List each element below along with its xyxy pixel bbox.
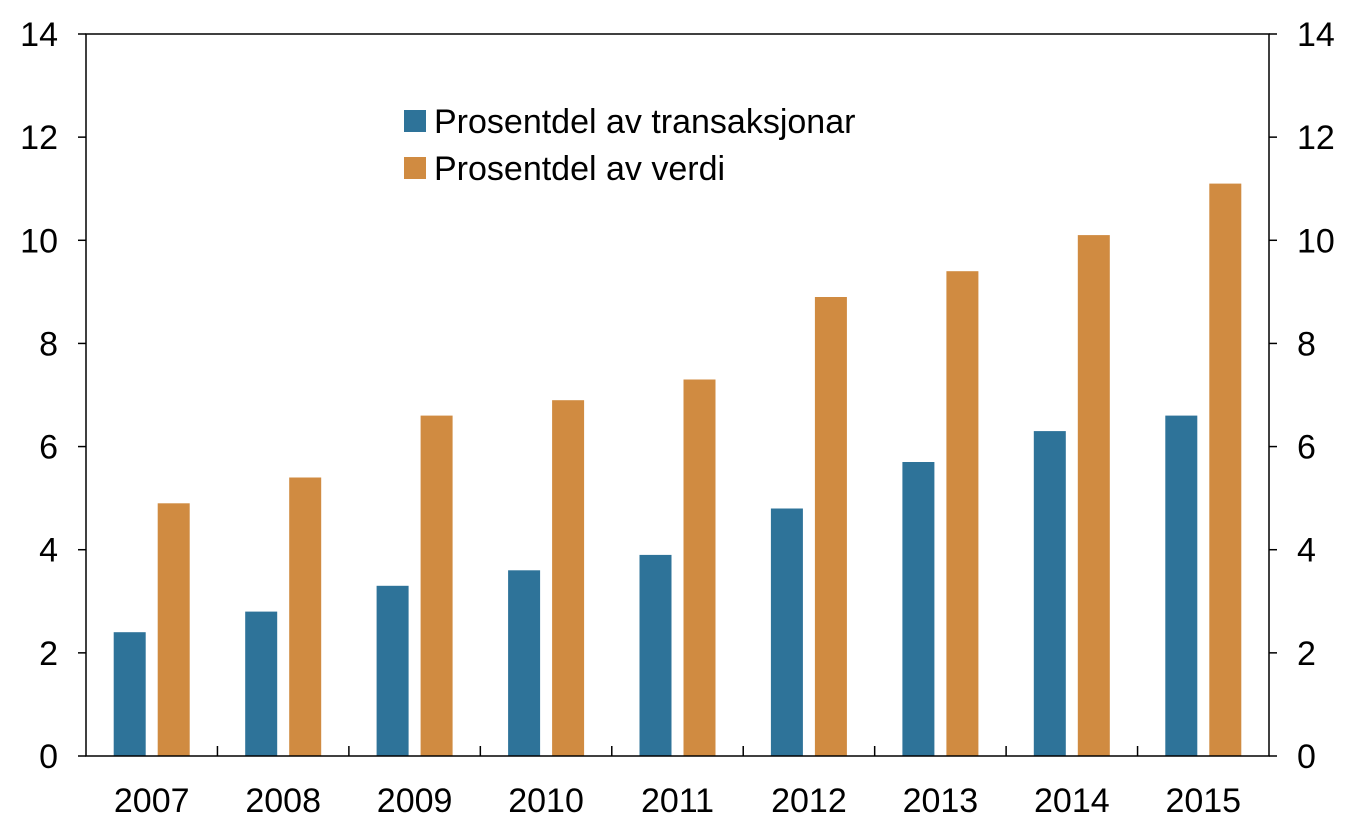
right-tick-label: 10 bbox=[1297, 222, 1335, 260]
bar-transactions-2014 bbox=[1033, 431, 1066, 756]
x-tick-label: 2009 bbox=[377, 782, 453, 820]
x-tick-label: 2015 bbox=[1165, 782, 1241, 820]
bar-value-2014 bbox=[1077, 235, 1110, 757]
bar-transactions-2009 bbox=[376, 585, 409, 756]
right-tick-label: 4 bbox=[1297, 532, 1316, 570]
bar-transactions-2008 bbox=[245, 611, 278, 756]
legend-label-transactions: Prosentdel av transaksjonar bbox=[434, 103, 855, 141]
bar-transactions-2012 bbox=[770, 508, 803, 756]
x-tick-label: 2007 bbox=[114, 782, 190, 820]
left-tick-label: 4 bbox=[39, 532, 58, 570]
legend-label-value: Prosentdel av verdi bbox=[434, 150, 725, 188]
x-tick-label: 2010 bbox=[508, 782, 584, 820]
bar-value-2007 bbox=[157, 503, 190, 756]
left-tick-label: 14 bbox=[20, 16, 58, 54]
right-tick-label: 8 bbox=[1297, 325, 1316, 363]
bar-value-2010 bbox=[552, 400, 585, 756]
bar-transactions-2011 bbox=[639, 554, 672, 756]
bar-value-2015 bbox=[1209, 183, 1242, 757]
left-tick-label: 6 bbox=[39, 429, 58, 467]
bar-value-2008 bbox=[289, 477, 322, 756]
left-tick-label: 8 bbox=[39, 325, 58, 363]
x-tick-label: 2011 bbox=[641, 782, 714, 820]
x-tick-label: 2014 bbox=[1034, 782, 1110, 820]
right-axis: 0 2 4 6 8 10 12 14 bbox=[1269, 16, 1335, 776]
bar-value-2011 bbox=[683, 379, 716, 756]
bar-transactions-2013 bbox=[902, 462, 935, 756]
right-tick-label: 6 bbox=[1297, 429, 1316, 467]
plot-frame bbox=[85, 33, 1270, 757]
left-tick-label: 0 bbox=[39, 738, 58, 776]
right-tick-label: 2 bbox=[1297, 635, 1316, 673]
left-axis: 0 2 4 6 8 10 12 14 bbox=[20, 16, 86, 776]
right-tick-label: 14 bbox=[1297, 16, 1335, 54]
x-tick-label: 2008 bbox=[245, 782, 321, 820]
legend-swatch-transactions bbox=[404, 110, 426, 132]
bar-transactions-2010 bbox=[508, 570, 541, 756]
bar-value-2009 bbox=[420, 415, 453, 756]
left-tick-label: 2 bbox=[39, 635, 58, 673]
bar-transactions-2007 bbox=[113, 632, 146, 756]
bars-group bbox=[113, 183, 1242, 757]
legend-swatch-value bbox=[404, 157, 426, 179]
bar-value-2013 bbox=[946, 271, 979, 756]
right-tick-label: 12 bbox=[1297, 119, 1335, 157]
legend: Prosentdel av transaksjonar Prosentdel a… bbox=[404, 103, 855, 188]
x-axis: 2007 2008 2009 2010 2011 2012 2013 2014 2015 bbox=[114, 746, 1241, 820]
right-tick-label: 0 bbox=[1297, 738, 1316, 776]
left-tick-label: 12 bbox=[20, 119, 58, 157]
x-tick-label: 2013 bbox=[903, 782, 979, 820]
left-tick-label: 10 bbox=[20, 222, 58, 260]
bar-transactions-2015 bbox=[1165, 415, 1198, 756]
x-tick-label: 2012 bbox=[771, 782, 847, 820]
bar-value-2012 bbox=[814, 297, 847, 756]
